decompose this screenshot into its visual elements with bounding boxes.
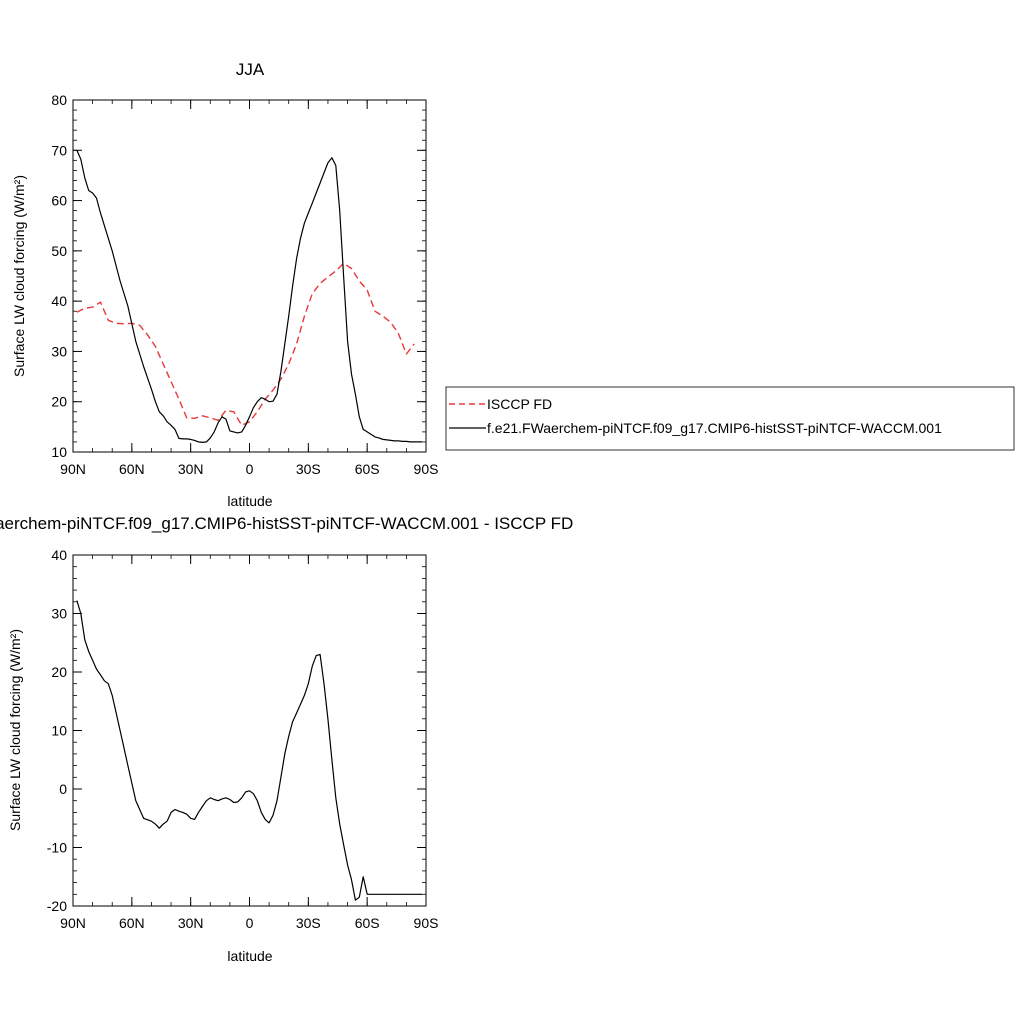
- bottom-xtick-label: 30S: [296, 915, 321, 931]
- top-ytick-label: 50: [51, 243, 67, 259]
- bottom-x-tick-labels: 90N 60N 30N 0 30S 60S 90S: [60, 915, 438, 931]
- top-series-lines: [76, 150, 423, 443]
- top-ytick-label: 10: [51, 444, 67, 460]
- legend: ISCCP FD f.e21.FWaerchem-piNTCF.f09_g17.…: [445, 386, 1015, 451]
- bottom-y-axis-title: Surface LW cloud forcing (W/m²): [7, 629, 23, 831]
- top-xtick-label: 60S: [355, 461, 380, 477]
- bottom-xtick-label: 90S: [414, 915, 439, 931]
- top-plot-frame: [72, 99, 427, 453]
- top-series-line-1: [76, 150, 423, 443]
- bottom-x-axis-title: latitude: [227, 948, 272, 964]
- bottom-panel: f.e21.FWaerchem-piNTCF.f09_g17.CMIP6-his…: [0, 514, 573, 964]
- bottom-ytick-label: 10: [51, 723, 67, 739]
- top-ytick-label: 40: [51, 293, 67, 309]
- top-ytick-label: 20: [51, 394, 67, 410]
- bottom-series-lines: [76, 600, 423, 901]
- bottom-xtick-label: 30N: [178, 915, 204, 931]
- top-panel: JJA 10 20 30 40 50 60 70 80 90N 60N 30N 0 30S 60S 90S…: [11, 60, 1015, 509]
- bottom-xtick-label: 60S: [355, 915, 380, 931]
- bottom-ytick-label: -10: [47, 840, 67, 856]
- bottom-ytick-label: -20: [47, 898, 67, 914]
- top-x-axis-title: latitude: [227, 493, 272, 509]
- bottom-series-line-0: [76, 600, 423, 901]
- legend-box: [445, 386, 1015, 451]
- bottom-xtick-label: 60N: [119, 915, 145, 931]
- legend-label-model: f.e21.FWaerchem-piNTCF.f09_g17.CMIP6-his…: [487, 420, 942, 436]
- top-x-tick-labels: 90N 60N 30N 0 30S 60S 90S: [60, 461, 438, 477]
- bottom-xtick-label: 0: [246, 915, 254, 931]
- top-series-line-0: [76, 262, 415, 426]
- top-xtick-label: 60N: [119, 461, 145, 477]
- top-panel-title: JJA: [236, 60, 265, 79]
- top-ytick-label: 80: [51, 92, 67, 108]
- bottom-ytick-label: 0: [59, 781, 67, 797]
- bottom-y-tick-labels: -20 -10 0 10 20 30 40: [47, 547, 67, 914]
- top-ytick-label: 70: [51, 142, 67, 158]
- top-y-axis-title: Surface LW cloud forcing (W/m²): [11, 175, 27, 377]
- bottom-ytick-label: 30: [51, 606, 67, 622]
- top-xtick-label: 30S: [296, 461, 321, 477]
- top-xtick-label: 90N: [60, 461, 86, 477]
- top-xtick-label: 30N: [178, 461, 204, 477]
- bottom-xtick-label: 90N: [60, 915, 86, 931]
- top-xtick-label: 0: [246, 461, 254, 477]
- top-ytick-label: 30: [51, 343, 67, 359]
- bottom-ytick-label: 40: [51, 547, 67, 563]
- bottom-plot-frame: [72, 554, 427, 907]
- top-ytick-label: 60: [51, 193, 67, 209]
- bottom-tick-marks: [72, 554, 427, 907]
- legend-label-isccp: ISCCP FD: [487, 396, 552, 412]
- bottom-ytick-label: 20: [51, 664, 67, 680]
- top-tick-marks: [72, 99, 427, 453]
- bottom-panel-title: f.e21.FWaerchem-piNTCF.f09_g17.CMIP6-his…: [0, 514, 573, 533]
- top-xtick-label: 90S: [414, 461, 439, 477]
- top-y-tick-labels: 10 20 30 40 50 60 70 80: [51, 92, 67, 460]
